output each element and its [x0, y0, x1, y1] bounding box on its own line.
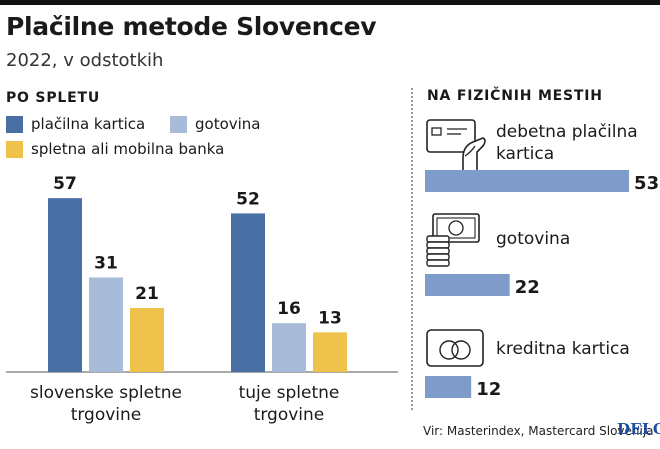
legend-item-card: plačilna kartica: [6, 115, 145, 133]
legend-label-cash: gotovina: [195, 115, 261, 133]
physical-bar-2: [425, 376, 472, 398]
legend-swatch-bank: [6, 140, 23, 158]
bar-value-bank-1: 13: [318, 308, 342, 328]
physical-bar-0: [425, 170, 630, 192]
source-note: Vir: Masterindex, Mastercard Slovenija: [423, 424, 654, 438]
card-in-hand-icon: [426, 119, 486, 170]
cash-icon: [426, 213, 480, 267]
bar-bank-1: [313, 332, 347, 372]
top-rule: [0, 0, 660, 5]
physical-section-heading: NA FIZIČNIH MESTIH: [427, 88, 603, 104]
physical-bar-value-2: 12: [476, 379, 501, 400]
bar-cash-1: [272, 323, 306, 372]
bar-value-bank-0: 21: [135, 284, 159, 304]
bar-value-cash-0: 31: [94, 253, 118, 273]
physical-bar-1: [425, 274, 510, 296]
legend-label-bank: spletna ali mobilna banka: [31, 140, 225, 158]
chart-subtitle: 2022, v odstotkih: [6, 50, 164, 71]
bar-card-0: [48, 198, 82, 372]
category-label-0-line1: slovenske spletne: [30, 383, 182, 403]
bar-value-card-1: 52: [236, 189, 260, 209]
physical-label-cash: gotovina: [496, 229, 571, 249]
legend-swatch-card: [6, 115, 23, 133]
physical-label-debit-line1: debetna plačilna: [496, 122, 638, 142]
credit-card-icon: [426, 329, 484, 367]
legend-label-card: plačilna kartica: [31, 115, 146, 133]
category-label-1-line1: tuje spletne: [239, 383, 340, 403]
chart-title: Plačilne metode Slovencev: [6, 12, 377, 41]
legend-swatch-cash: [170, 115, 187, 133]
category-label-1-line2: trgovine: [254, 405, 325, 425]
category-label-0-line2: trgovine: [71, 405, 142, 425]
section-divider: [411, 88, 413, 410]
bar-value-cash-1: 16: [277, 299, 301, 319]
physical-label-debit-line2: kartica: [496, 144, 555, 164]
online-section-heading: PO SPLETU: [6, 90, 100, 106]
physical-label-credit: kreditna kartica: [496, 339, 630, 359]
bar-bank-0: [130, 307, 164, 372]
physical-bar-value-1: 22: [515, 277, 540, 298]
physical-bar-value-0: 53: [634, 173, 659, 194]
bar-value-card-0: 57: [53, 174, 77, 194]
bar-cash-0: [89, 277, 123, 372]
legend-item-cash: gotovina: [170, 115, 261, 133]
legend-item-bank: spletna ali mobilna banka: [6, 140, 224, 158]
publisher-logo: DELO: [617, 420, 660, 438]
bar-card-1: [231, 213, 265, 372]
